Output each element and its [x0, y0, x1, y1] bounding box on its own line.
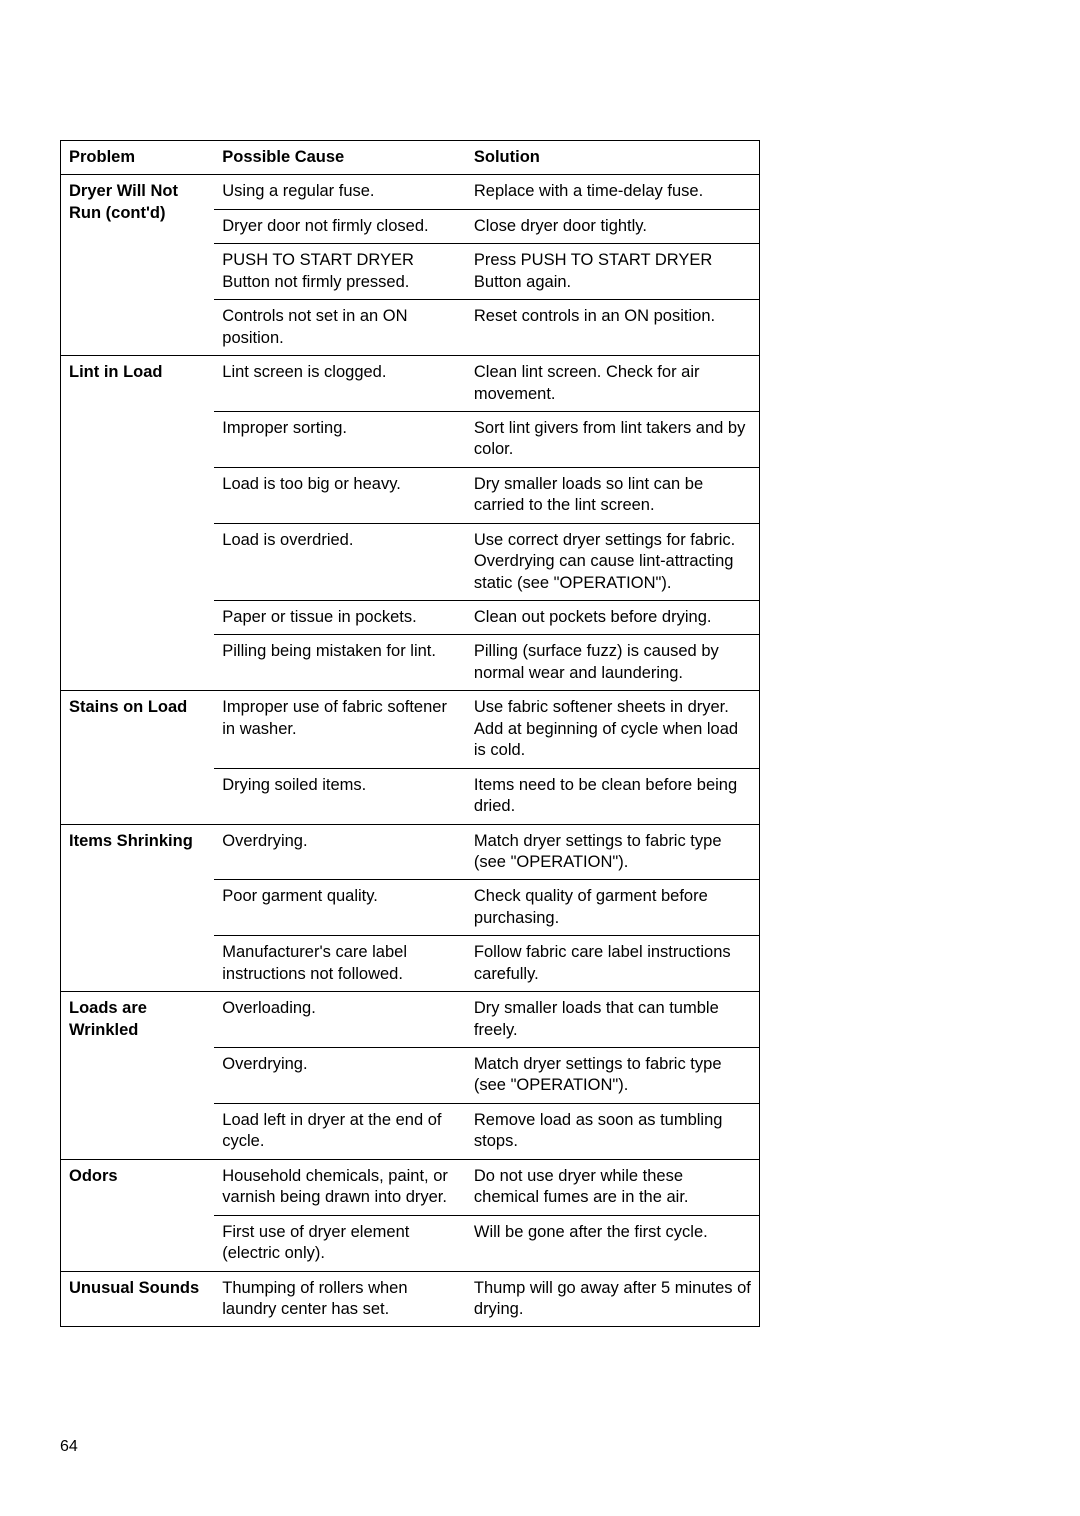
cause-cell: Household chemicals, paint, or varnish b… — [214, 1159, 466, 1215]
cause-cell: Controls not set in an ON position. — [214, 300, 466, 356]
table-row: Dryer Will Not Run (cont'd)Using a regul… — [61, 175, 760, 209]
cause-cell: Load left in dryer at the end of cycle. — [214, 1103, 466, 1159]
table-row: Stains on LoadImproper use of fabric sof… — [61, 691, 760, 768]
cause-cell: Thumping of rollers when laundry center … — [214, 1271, 466, 1327]
solution-cell: Close dryer door tightly. — [466, 209, 760, 243]
header-solution: Solution — [466, 141, 760, 175]
problem-cell: Lint in Load — [61, 356, 215, 691]
table-row: Items ShrinkingOverdrying.Match dryer se… — [61, 824, 760, 880]
table-row: Loads are WrinkledOverloading.Dry smalle… — [61, 992, 760, 1048]
cause-cell: Poor garment quality. — [214, 880, 466, 936]
cause-cell: Pilling being mistaken for lint. — [214, 635, 466, 691]
solution-cell: Use fabric softener sheets in dryer. Add… — [466, 691, 760, 768]
cause-cell: PUSH TO START DRYER Button not firmly pr… — [214, 244, 466, 300]
cause-cell: Improper use of fabric softener in washe… — [214, 691, 466, 768]
cause-cell: Load is overdried. — [214, 523, 466, 600]
problem-cell: Items Shrinking — [61, 824, 215, 992]
problem-cell: Unusual Sounds — [61, 1271, 215, 1327]
solution-cell: Sort lint givers from lint takers and by… — [466, 411, 760, 467]
solution-cell: Clean lint screen. Check for air movemen… — [466, 356, 760, 412]
header-problem: Problem — [61, 141, 215, 175]
solution-cell: Remove load as soon as tumbling stops. — [466, 1103, 760, 1159]
page-number: 64 — [60, 1438, 78, 1456]
cause-cell: Using a regular fuse. — [214, 175, 466, 209]
solution-cell: Dry smaller loads so lint can be carried… — [466, 467, 760, 523]
solution-cell: Clean out pockets before drying. — [466, 601, 760, 635]
page-content: Problem Possible Cause Solution Dryer Wi… — [0, 0, 820, 1327]
solution-cell: Check quality of garment before purchasi… — [466, 880, 760, 936]
troubleshooting-table: Problem Possible Cause Solution Dryer Wi… — [60, 140, 760, 1327]
table-row: OdorsHousehold chemicals, paint, or varn… — [61, 1159, 760, 1215]
solution-cell: Pilling (surface fuzz) is caused by norm… — [466, 635, 760, 691]
solution-cell: Match dryer settings to fabric type (see… — [466, 824, 760, 880]
solution-cell: Will be gone after the first cycle. — [466, 1215, 760, 1271]
solution-cell: Thump will go away after 5 minutes of dr… — [466, 1271, 760, 1327]
problem-cell: Stains on Load — [61, 691, 215, 824]
solution-cell: Follow fabric care label instructions ca… — [466, 936, 760, 992]
solution-cell: Press PUSH TO START DRYER Button again. — [466, 244, 760, 300]
cause-cell: First use of dryer element (electric onl… — [214, 1215, 466, 1271]
solution-cell: Dry smaller loads that can tumble freely… — [466, 992, 760, 1048]
solution-cell: Reset controls in an ON position. — [466, 300, 760, 356]
solution-cell: Use correct dryer settings for fabric. O… — [466, 523, 760, 600]
table-row: Lint in LoadLint screen is clogged.Clean… — [61, 356, 760, 412]
solution-cell: Replace with a time-delay fuse. — [466, 175, 760, 209]
header-cause: Possible Cause — [214, 141, 466, 175]
solution-cell: Items need to be clean before being drie… — [466, 768, 760, 824]
table-body: Dryer Will Not Run (cont'd)Using a regul… — [61, 175, 760, 1327]
cause-cell: Lint screen is clogged. — [214, 356, 466, 412]
problem-cell: Dryer Will Not Run (cont'd) — [61, 175, 215, 356]
cause-cell: Improper sorting. — [214, 411, 466, 467]
cause-cell: Load is too big or heavy. — [214, 467, 466, 523]
solution-cell: Match dryer settings to fabric type (see… — [466, 1048, 760, 1104]
table-header-row: Problem Possible Cause Solution — [61, 141, 760, 175]
problem-cell: Odors — [61, 1159, 215, 1271]
problem-cell: Loads are Wrinkled — [61, 992, 215, 1160]
cause-cell: Paper or tissue in pockets. — [214, 601, 466, 635]
cause-cell: Overdrying. — [214, 824, 466, 880]
solution-cell: Do not use dryer while these chemical fu… — [466, 1159, 760, 1215]
table-row: Unusual SoundsThumping of rollers when l… — [61, 1271, 760, 1327]
cause-cell: Drying soiled items. — [214, 768, 466, 824]
cause-cell: Overloading. — [214, 992, 466, 1048]
cause-cell: Manufacturer's care label instructions n… — [214, 936, 466, 992]
cause-cell: Dryer door not firmly closed. — [214, 209, 466, 243]
cause-cell: Overdrying. — [214, 1048, 466, 1104]
